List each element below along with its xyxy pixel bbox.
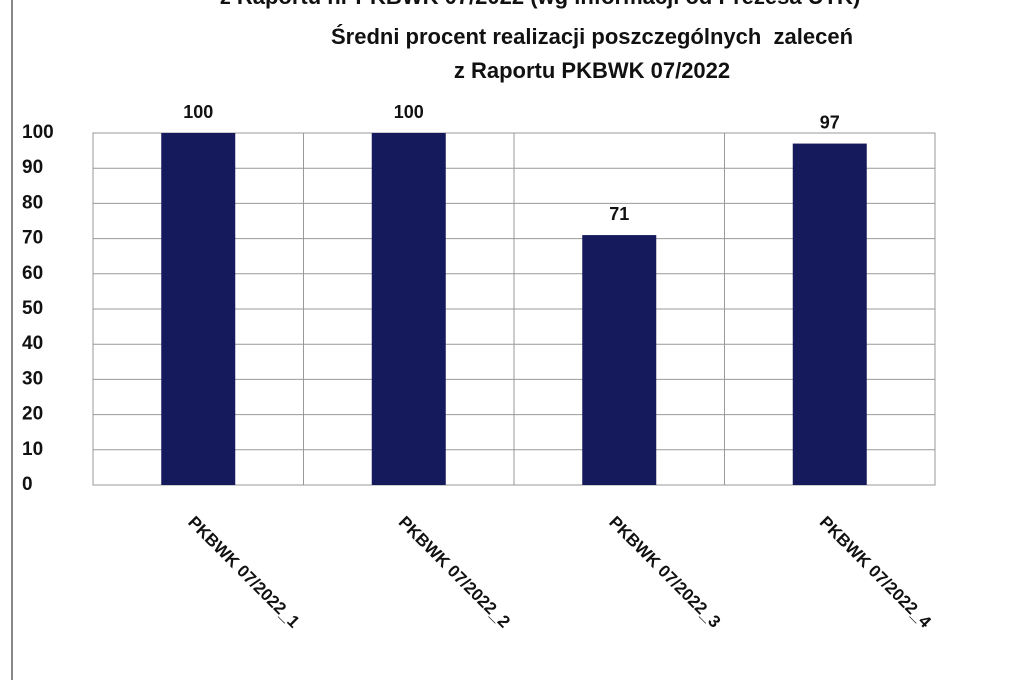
bar [371, 133, 446, 485]
x-tick-label: PKBWK 07/2022_1 [184, 513, 303, 632]
y-tick-label: 100 [22, 122, 54, 143]
y-tick-label: 40 [22, 333, 43, 354]
y-tick-label: 10 [22, 439, 43, 460]
bar [792, 143, 867, 485]
bar [161, 133, 236, 485]
data-label: 71 [609, 204, 629, 224]
y-tick-label: 30 [22, 368, 43, 389]
data-label: 100 [394, 102, 424, 122]
y-tick-label: 70 [22, 228, 43, 249]
y-tick-label: 50 [22, 298, 43, 319]
x-tick-label: PKBWK 07/2022_4 [816, 513, 935, 632]
y-tick-label: 60 [22, 263, 43, 284]
chart-subtitle: z Raportu PKBWK 07/2022 [454, 58, 730, 83]
y-tick-label: 90 [22, 157, 43, 178]
x-tick-label: PKBWK 07/2022_2 [395, 513, 514, 632]
y-tick-label: 20 [22, 404, 43, 425]
chart-title: Średni procent realizacji poszczególnych… [331, 24, 853, 49]
data-label: 100 [183, 102, 213, 122]
y-tick-label: 0 [22, 474, 33, 495]
bar [582, 235, 657, 485]
data-label: 97 [820, 112, 840, 132]
chart-pretitle: z Raportu nr PKBWK 07/2022 (wg informacj… [220, 0, 861, 9]
y-tick-label: 80 [22, 192, 43, 213]
x-tick-label: PKBWK 07/2022_3 [605, 513, 724, 632]
